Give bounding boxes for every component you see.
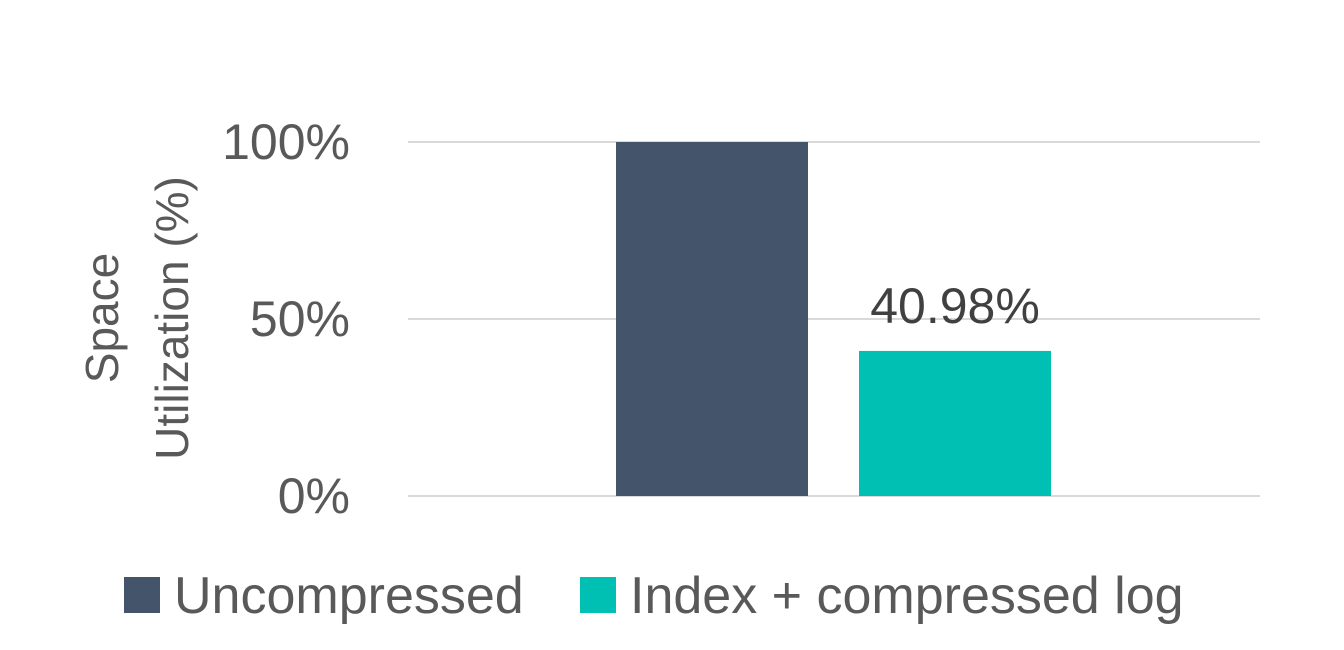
legend-swatch-uncompressed	[124, 577, 160, 613]
y-axis-title-line-1: Space	[76, 253, 128, 383]
y-axis-ticks: 0% 50% 100%	[222, 114, 350, 524]
legend-label-index-compressed-log: Index + compressed log	[630, 567, 1184, 625]
bars	[616, 142, 1051, 496]
y-tick-label-50: 50%	[250, 291, 350, 347]
legend-label-uncompressed: Uncompressed	[174, 567, 524, 625]
data-labels: 40.98%	[870, 278, 1040, 334]
gridlines	[408, 141, 1260, 497]
bar-uncompressed	[616, 142, 808, 496]
data-label-index-compressed-log: 40.98%	[870, 278, 1040, 334]
y-tick-label-0: 0%	[278, 468, 350, 524]
y-axis-title: Space Utilization (%)	[76, 176, 198, 460]
legend-swatch-index-compressed-log	[580, 577, 616, 613]
y-axis-title-line-2: Utilization (%)	[146, 176, 198, 460]
y-tick-label-100: 100%	[222, 114, 350, 170]
legend: Uncompressed Index + compressed log	[124, 567, 1184, 625]
bar-index-compressed-log	[859, 350, 1051, 496]
